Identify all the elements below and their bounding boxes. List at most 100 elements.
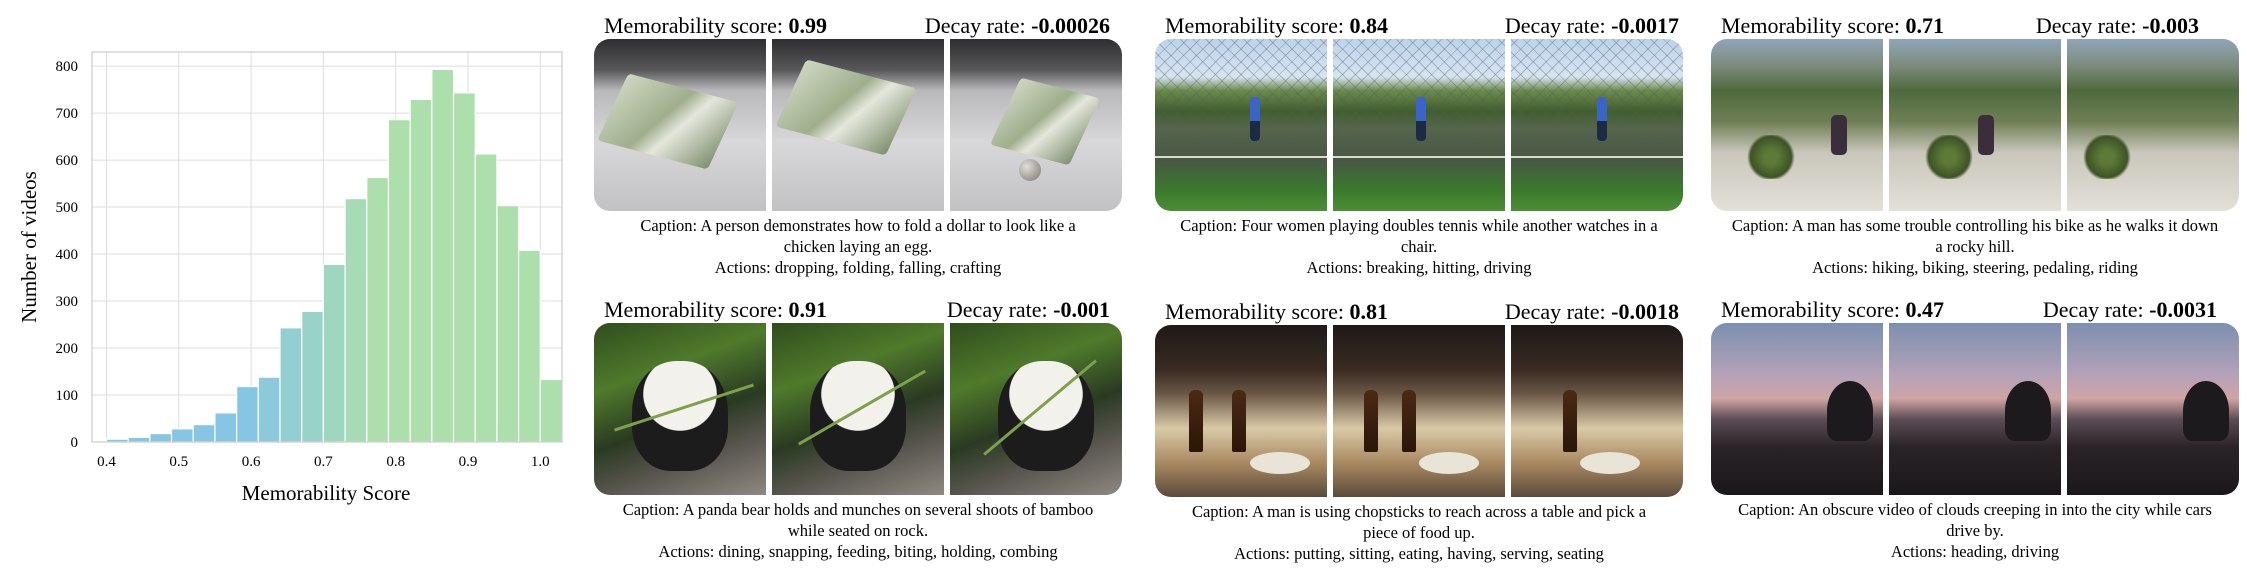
y-tick-label: 600 [56, 153, 79, 169]
memorability-score: Memorability score: 0.81 [1165, 299, 1389, 324]
histogram-bar [192, 424, 216, 443]
histogram-bar [322, 263, 346, 443]
video-frame [1155, 39, 1327, 211]
video-frame [950, 323, 1122, 495]
egg-ball [1018, 159, 1041, 182]
histogram-bar [127, 436, 151, 443]
memorability-score: Memorability score: 0.91 [604, 297, 828, 322]
video-frame [2067, 323, 2239, 495]
y-tick-label: 500 [56, 200, 79, 216]
histogram-bar [496, 205, 520, 443]
y-tick-label: 400 [56, 247, 79, 263]
video-frame [950, 39, 1122, 211]
video-panel-bike: Memorability score: 0.71 Decay rate: -0.… [1711, 5, 2239, 278]
video-frame [1889, 323, 2061, 495]
plot-frame [91, 51, 563, 443]
video-panel-dining: Memorability score: 0.81 Decay rate: -0.… [1155, 291, 1683, 564]
decay-rate: Decay rate: -0.0018 [1504, 299, 1679, 324]
video-panel-dusk: Memorability score: 0.47 Decay rate: -0.… [1711, 289, 2239, 562]
video-frame [1333, 325, 1505, 497]
video-caption: Caption: A man is using chopsticks to re… [1191, 502, 1647, 542]
memorability-score: Memorability score: 0.84 [1165, 13, 1389, 38]
video-actions: Actions: hiking, biking, steering, pedal… [1812, 258, 2138, 277]
video-frames [1155, 325, 1683, 497]
video-caption: Caption: A panda bear holds and munches … [622, 500, 1094, 540]
x-tick-label: 0.5 [169, 454, 188, 470]
y-tick-label: 300 [56, 294, 79, 310]
x-tick-label: 0.9 [459, 454, 478, 470]
video-frame [594, 323, 766, 495]
decay-rate: Decay rate: -0.003 [2035, 13, 2199, 38]
x-tick-label: 1.0 [531, 454, 550, 470]
histogram-bar [170, 428, 194, 443]
histogram-bar [431, 68, 455, 443]
video-frames [1711, 323, 2239, 495]
panel-header: Memorability score: 0.91 Decay rate: -0.… [594, 289, 1122, 323]
video-actions: Actions: dropping, folding, falling, cra… [714, 258, 1002, 277]
memorability-score: Memorability score: 0.99 [604, 13, 828, 38]
histogram-bar [387, 119, 411, 443]
x-tick-label: 0.8 [386, 454, 405, 470]
video-caption: Caption: Four women playing doubles tenn… [1180, 216, 1658, 256]
histogram-bar [409, 98, 433, 443]
video-panel-dollar: Memorability score: 0.99 Decay rate: -0.… [594, 5, 1122, 278]
histogram-bar [257, 376, 281, 443]
histogram-bar [279, 327, 303, 443]
video-caption: Caption: A man has some trouble controll… [1731, 216, 2219, 256]
video-panel-tennis: Memorability score: 0.84 Decay rate: -0.… [1155, 5, 1683, 278]
video-frames [594, 323, 1122, 495]
video-frame [1155, 325, 1327, 497]
video-actions: Actions: breaking, hitting, driving [1306, 258, 1532, 277]
histogram-bars [105, 68, 563, 443]
video-frame [1711, 323, 1883, 495]
panel-header: Memorability score: 0.47 Decay rate: -0.… [1711, 289, 2239, 323]
video-actions: Actions: dining, snapping, feeding, biti… [658, 542, 1058, 561]
video-actions: Actions: heading, driving [1890, 542, 2060, 561]
panel-header: Memorability score: 0.84 Decay rate: -0.… [1155, 5, 1683, 39]
y-tick-label: 200 [56, 341, 79, 357]
video-frames [1711, 39, 2239, 211]
y-tick-label: 800 [56, 59, 79, 75]
panel-header: Memorability score: 0.71 Decay rate: -0.… [1711, 5, 2239, 39]
decay-rate: Decay rate: -0.0031 [2042, 297, 2217, 322]
decay-rate: Decay rate: -0.0017 [1504, 13, 1679, 38]
video-panel-panda: Memorability score: 0.91 Decay rate: -0.… [594, 289, 1122, 562]
histogram-bar [518, 249, 541, 443]
video-frame [1333, 39, 1505, 211]
x-tick-label: 0.4 [97, 454, 116, 470]
video-frame [594, 39, 766, 211]
histogram-bar [236, 385, 259, 443]
memorability-score: Memorability score: 0.71 [1721, 13, 1945, 38]
decay-rate: Decay rate: -0.00026 [924, 13, 1110, 38]
video-frame [772, 39, 944, 211]
video-frame [1511, 39, 1683, 211]
y-tick-label: 700 [56, 106, 79, 122]
x-tick-label: 0.6 [242, 454, 261, 470]
video-frames [1155, 39, 1683, 211]
histogram-bar [539, 378, 563, 443]
histogram-bar [474, 153, 498, 443]
memorability-score: Memorability score: 0.47 [1721, 297, 1945, 322]
panel-header: Memorability score: 0.81 Decay rate: -0.… [1155, 291, 1683, 325]
video-frame [1511, 325, 1683, 497]
histogram-bar [301, 310, 324, 443]
x-tick-label: 0.7 [314, 454, 333, 470]
histogram-bar [214, 412, 238, 443]
video-frames [594, 39, 1122, 211]
y-tick-label: 100 [56, 388, 79, 404]
video-frame [772, 323, 944, 495]
histogram-bar [344, 198, 368, 443]
video-frame [1889, 39, 2061, 211]
video-frame [2067, 39, 2239, 211]
histogram-bar [149, 432, 173, 443]
panel-header: Memorability score: 0.99 Decay rate: -0.… [594, 5, 1122, 39]
video-actions: Actions: putting, sitting, eating, havin… [1234, 544, 1604, 563]
decay-rate: Decay rate: -0.001 [946, 297, 1110, 322]
video-caption: Caption: A person demonstrates how to fo… [640, 216, 1076, 256]
axis-ticks: 0 100 200 300 400 500 600 700 800 0.4 0.5 0.6 0.7 0.8… [56, 59, 550, 470]
video-caption: Caption: An obscure video of clouds cree… [1738, 500, 2212, 540]
x-axis-label: Memorability Score [242, 481, 411, 505]
histogram-bar [452, 92, 476, 443]
video-frame [1711, 39, 1883, 211]
histogram-bar [366, 176, 390, 443]
